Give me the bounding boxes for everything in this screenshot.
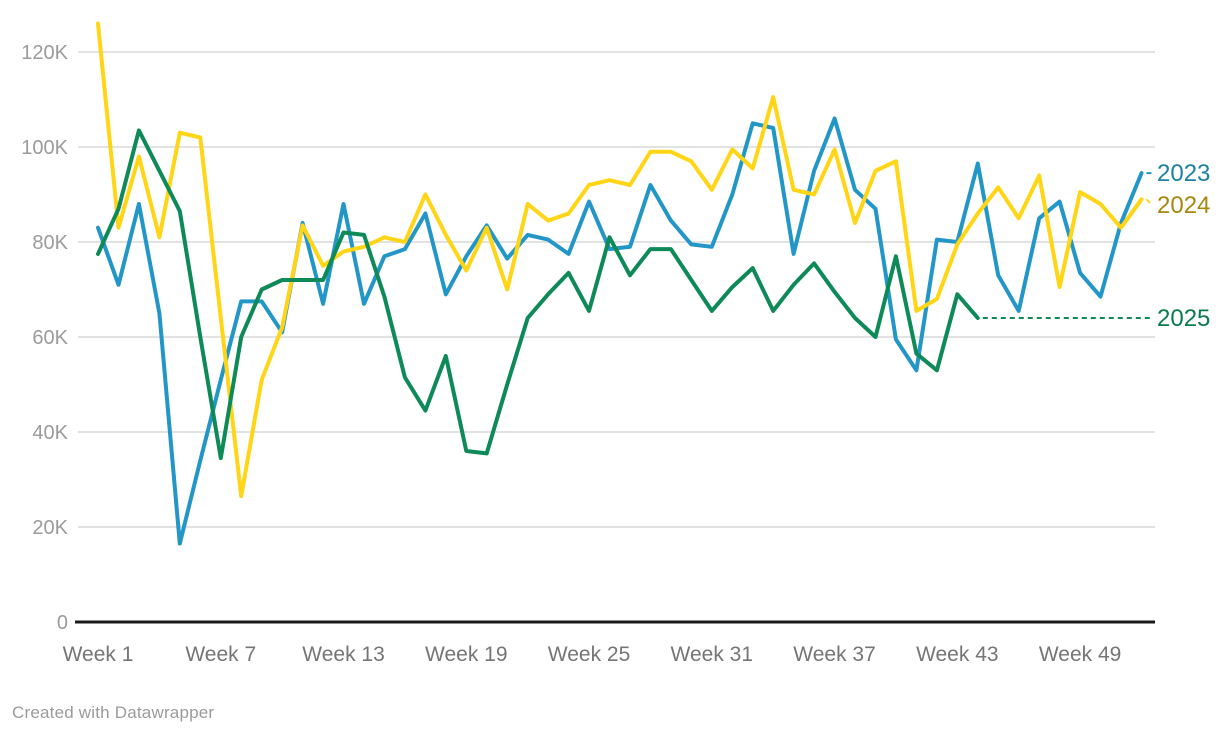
series-line-2024 (96, 21, 1144, 499)
x-tick-label: Week 49 (1039, 643, 1122, 666)
series-label-2024: 2024 (1157, 192, 1210, 219)
x-tick-label: Week 1 (63, 643, 134, 666)
datawrapper-credit-link[interactable]: Created with Datawrapper (12, 703, 215, 722)
y-tick-label: 80K (32, 232, 68, 254)
x-tick-label: Week 37 (793, 643, 876, 666)
series-line-2023 (96, 116, 1144, 546)
y-tick-label: 0 (57, 612, 68, 634)
y-tick-label: 120K (21, 42, 68, 64)
x-tick-label: Week 25 (548, 643, 631, 666)
x-tick-label: Week 13 (302, 643, 385, 666)
y-tick-label: 20K (32, 517, 68, 539)
y-tick-label: 100K (21, 137, 68, 159)
x-tick-label: Week 7 (185, 643, 256, 666)
series-label-2023: 2023 (1157, 160, 1210, 187)
x-tick-label: Week 43 (916, 643, 999, 666)
y-tick-label: 40K (32, 422, 68, 444)
series-label-2025: 2025 (1157, 305, 1210, 332)
label-leader-2024 (1145, 198, 1153, 206)
y-tick-label: 60K (32, 327, 68, 349)
x-tick-label: Week 19 (425, 643, 508, 666)
series-line-2025 (96, 128, 980, 461)
x-tick-label: Week 31 (671, 643, 754, 666)
